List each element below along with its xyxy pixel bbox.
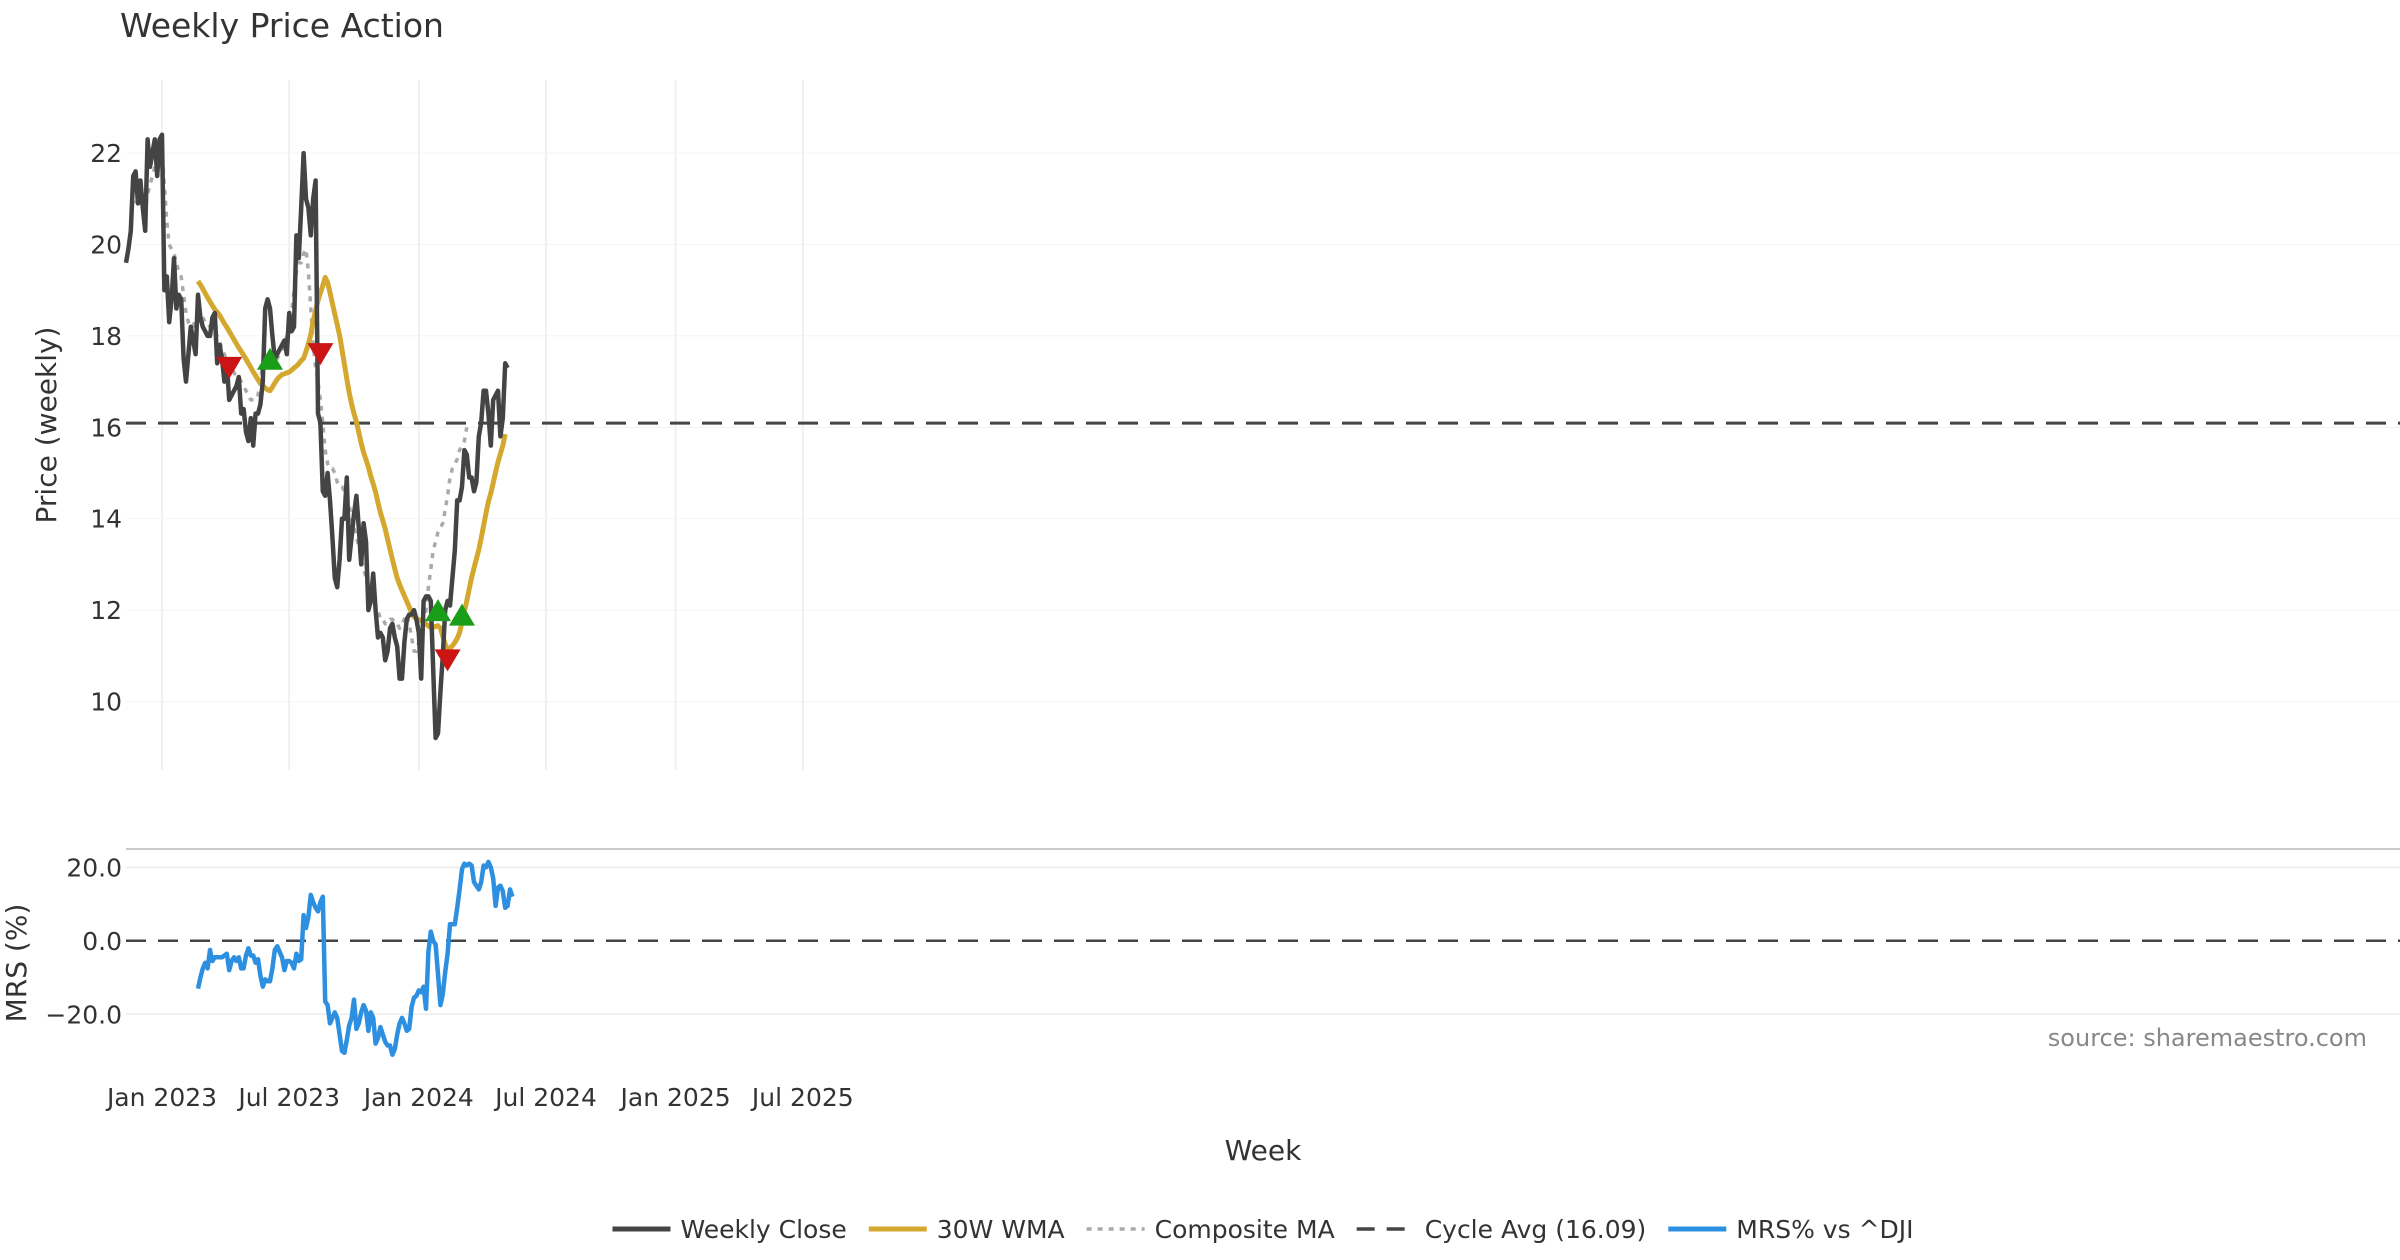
price-gridlines bbox=[126, 80, 2400, 770]
mrs-y-tick-label: 20.0 bbox=[66, 853, 122, 882]
price-y-tick-label: 18 bbox=[90, 322, 122, 351]
x-tick-label: Jan 2024 bbox=[362, 1083, 474, 1112]
x-tick-label: Jul 2023 bbox=[236, 1083, 340, 1112]
mrs-panel: 20.0 0.0 −20.0 MRS (%) source: sharemaestr… bbox=[0, 848, 2400, 1057]
price-y-tick-label: 16 bbox=[90, 413, 122, 442]
price-y-tick-label: 20 bbox=[90, 231, 122, 260]
legend-item-2: Composite MA bbox=[1086, 1215, 1335, 1244]
mrs-y-tick-label: −20.0 bbox=[45, 1000, 122, 1029]
sell-signal-marker-0 bbox=[216, 356, 243, 379]
mrs-gridlines bbox=[126, 866, 2400, 1016]
mrs-line bbox=[195, 859, 515, 1057]
legend-item-4: MRS% vs ^DJI bbox=[1668, 1215, 1914, 1244]
sell-signal-marker-2 bbox=[307, 343, 334, 366]
mrs-y-axis-label: MRS (%) bbox=[0, 904, 33, 1023]
price-y-ticks: 10 12 14 16 18 20 22 bbox=[90, 139, 122, 716]
x-axis-label: Week bbox=[1225, 1134, 1302, 1167]
sell-signal-marker-4 bbox=[434, 649, 461, 672]
buy-signal-marker-5 bbox=[449, 603, 475, 626]
wma-30w-line bbox=[195, 274, 508, 652]
legend-label: Weekly Close bbox=[680, 1215, 846, 1244]
legend: Weekly Close 30W WMA Composite MA Cycle Avg… bbox=[612, 1215, 1914, 1244]
x-axis-ticks: Jan 2023 Jul 2023 Jan 2024 Jul 2024 Jan 2025… bbox=[105, 1083, 854, 1112]
legend-item-0: Weekly Close bbox=[612, 1215, 847, 1244]
signal-markers bbox=[216, 343, 475, 672]
legend-label: MRS% vs ^DJI bbox=[1736, 1215, 1913, 1244]
source-attribution: source: sharemaestro.com bbox=[2048, 1024, 2367, 1052]
price-y-tick-label: 12 bbox=[90, 596, 122, 625]
price-y-axis-label: Price (weekly) bbox=[30, 327, 63, 524]
x-tick-label: Jul 2025 bbox=[750, 1083, 854, 1112]
chart-title: Weekly Price Action bbox=[120, 6, 444, 45]
legend-label: Cycle Avg (16.09) bbox=[1425, 1215, 1647, 1244]
price-panel: 10 12 14 16 18 20 22 Price (weekly) bbox=[30, 80, 2400, 770]
weekly-close-line bbox=[123, 132, 510, 741]
price-y-tick-label: 22 bbox=[90, 139, 122, 168]
legend-label: 30W WMA bbox=[937, 1215, 1065, 1244]
legend-label: Composite MA bbox=[1155, 1215, 1335, 1244]
x-tick-label: Jan 2025 bbox=[619, 1083, 731, 1112]
x-tick-label: Jul 2024 bbox=[493, 1083, 597, 1112]
legend-item-1: 30W WMA bbox=[868, 1215, 1065, 1244]
buy-signal-marker-3 bbox=[425, 599, 451, 622]
composite-ma-line bbox=[134, 151, 469, 653]
buy-signal-marker-1 bbox=[257, 347, 283, 370]
legend-item-3: Cycle Avg (16.09) bbox=[1356, 1215, 1647, 1244]
x-tick-label: Jan 2023 bbox=[105, 1083, 217, 1112]
price-y-tick-label: 10 bbox=[90, 687, 122, 716]
price-y-tick-label: 14 bbox=[90, 505, 122, 534]
mrs-y-tick-label: 0.0 bbox=[82, 927, 122, 956]
mrs-y-ticks: 20.0 0.0 −20.0 bbox=[45, 853, 122, 1029]
